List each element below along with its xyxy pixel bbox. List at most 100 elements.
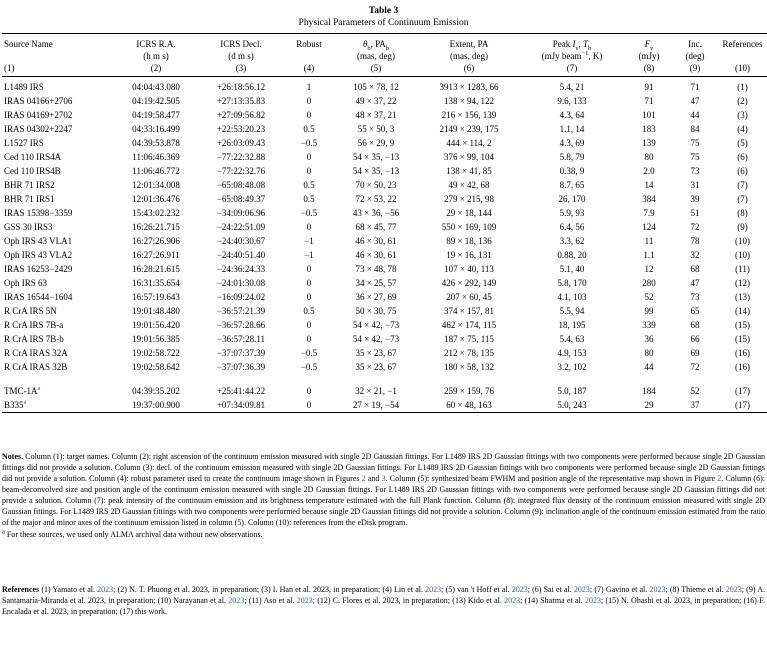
table-cell: 44 — [644, 362, 654, 372]
table-cell: 4.1, 103 — [557, 292, 587, 302]
table-cell: 29 × 18, 144 — [446, 208, 492, 218]
spacer-row — [2, 374, 767, 384]
table-cell: (1) — [737, 82, 748, 92]
table-cell: −1 — [304, 250, 314, 260]
table-cell: 279 × 215, 98 — [443, 194, 495, 204]
table-cell: 8.7, 65 — [559, 180, 585, 190]
text-run: ; (8) Thieme et al. — [665, 585, 726, 594]
table-title-block: Table 3 Physical Parameters of Continuum… — [2, 5, 765, 29]
citation-link[interactable]: 2023 — [584, 596, 601, 605]
table-cell: GSS 30 IRS3 — [4, 222, 53, 232]
table-cell: Oph IRS 43 VLA2 — [4, 250, 73, 260]
table-cell: 0 — [306, 320, 312, 330]
citation-link[interactable]: 2023 — [296, 596, 313, 605]
table-row: R CrA IRS 5N 19:01:48.480 −36:57:21.39 0.5 5… — [2, 304, 767, 318]
table-cell: 49 × 42, 68 — [448, 180, 490, 190]
column-header: Robust — [296, 39, 322, 49]
citation-link[interactable]: 3 — [381, 474, 386, 483]
table-cell: 0 — [306, 222, 312, 232]
column-header — [716, 50, 767, 62]
references-label: References — [2, 585, 40, 594]
table-cell: 54 × 42, −73 — [352, 334, 400, 344]
citation-link[interactable]: 2023 — [725, 585, 742, 594]
table-cell: 444 × 114, 2 — [446, 138, 492, 148]
table-cell: (7) — [737, 194, 748, 204]
table-cell: 68 × 45, 77 — [355, 222, 397, 232]
table-cell: 18, 195 — [558, 320, 586, 330]
table-cell: 3.3, 62 — [559, 236, 585, 246]
citation-link[interactable]: 2 — [361, 474, 366, 483]
footnote-marker: a — [2, 528, 5, 536]
table-cell: R CrA IRS 5N — [4, 306, 57, 316]
citation-link[interactable]: 2023 — [573, 585, 590, 594]
table-cell: 72 — [690, 222, 700, 232]
citation-link[interactable]: 2023 — [511, 585, 528, 594]
table-cell: 5.4, 21 — [559, 82, 585, 92]
table-cell: 0.5 — [303, 124, 315, 134]
table-cell: 16:31:35.654 — [132, 278, 180, 288]
table-cell: 0.5 — [303, 306, 315, 316]
table-cell: +25:41:44.22 — [216, 386, 266, 396]
column-header: Peak Iν, Tb — [552, 39, 592, 52]
table-row: IRAS 04166+2706 04:19:42.505 +27:13:35.83 0… — [2, 94, 767, 108]
table-cell: 212 × 78, 135 — [443, 348, 495, 358]
table-cell: 72 — [690, 362, 700, 372]
table-cell: 0 — [306, 334, 312, 344]
table-cell: −0.5 — [300, 138, 318, 148]
citation-link[interactable]: 2023 — [649, 585, 666, 594]
table-cell: −24:40:30.67 — [216, 236, 266, 246]
table-cell: 47 — [690, 96, 700, 106]
table-cell: 32 × 21, −1 — [355, 386, 397, 396]
table-cell: −34:09:06.96 — [216, 208, 266, 218]
citation-link[interactable]: 2023 — [97, 585, 114, 594]
table-cell: 36 × 27, 69 — [355, 292, 397, 302]
table-cell: −36:57:28.66 — [216, 320, 266, 330]
table-cell: 89 × 18, 136 — [446, 236, 492, 246]
table-cell: 5.5, 94 — [559, 306, 585, 316]
table-cell: −36:57:28.11 — [217, 334, 265, 344]
text-run: ; (12) C. Flores et al. 2023, in prepara… — [312, 596, 505, 605]
table-cell: 46 × 30, 61 — [355, 250, 397, 260]
table-cell: 0 — [306, 110, 312, 120]
table-cell: −36:57:21.39 — [216, 306, 266, 316]
table-cell: 5.0, 187 — [557, 386, 587, 396]
citation-link[interactable]: 2 — [717, 474, 722, 483]
table-cell: 384 — [642, 194, 656, 204]
table-row: L1527 IRS 04:39:53.878 +26:03:09.43 −0.5 56 … — [2, 136, 767, 150]
column-header: (8) — [624, 62, 674, 77]
table-cell: BHR 71 IRS1 — [4, 194, 55, 204]
table-cell: 44 — [690, 110, 700, 120]
table-cell: 80 — [644, 152, 654, 162]
table-cell: 75 — [690, 152, 700, 162]
column-header: (7) — [520, 62, 624, 77]
table-cell: 54 × 42, −73 — [352, 320, 400, 330]
footnote-text: For these sources, we used only ALMA arc… — [4, 530, 263, 539]
table-cell: (6) — [737, 152, 748, 162]
citation-link[interactable]: 2023 — [425, 585, 442, 594]
table-cell: (14) — [735, 306, 750, 316]
table-cell: 16:26:21.715 — [132, 222, 180, 232]
table-cell: 462 × 174, 115 — [441, 320, 497, 330]
table-cell: (7) — [737, 180, 748, 190]
table-cell: 36 — [644, 334, 654, 344]
table-cell: TMC-1Aa — [4, 385, 41, 396]
table-header: Source Name ICRS R.A. ICRS Decl. Robust θb, … — [2, 34, 767, 77]
table-cell: 101 — [642, 110, 656, 120]
citation-link[interactable]: 2023 — [228, 596, 245, 605]
table-cell: 16:28:21.615 — [132, 264, 180, 274]
citation-link[interactable]: 2023 — [504, 596, 521, 605]
table-cell: 4.3, 64 — [559, 110, 585, 120]
table-cell: 71 — [644, 96, 654, 106]
table-cell: 207 × 60, 45 — [446, 292, 492, 302]
table-cell: 19:02:58.642 — [132, 362, 180, 372]
table-cell: 70 × 50, 23 — [355, 180, 397, 190]
table-cell: 5.1, 40 — [559, 264, 585, 274]
table-cell: 16:27:26.911 — [132, 250, 180, 260]
table-cell: IRAS 04302+2247 — [4, 124, 73, 134]
column-header: (2) — [114, 62, 198, 77]
table-cell: 216 × 156, 139 — [441, 110, 497, 120]
table-cell: 29 — [644, 400, 654, 410]
table-cell: 1.1 — [643, 250, 655, 260]
table-cell: 2149 × 239, 175 — [439, 124, 499, 134]
paper-page: Table 3 Physical Parameters of Continuum… — [2, 5, 767, 616]
